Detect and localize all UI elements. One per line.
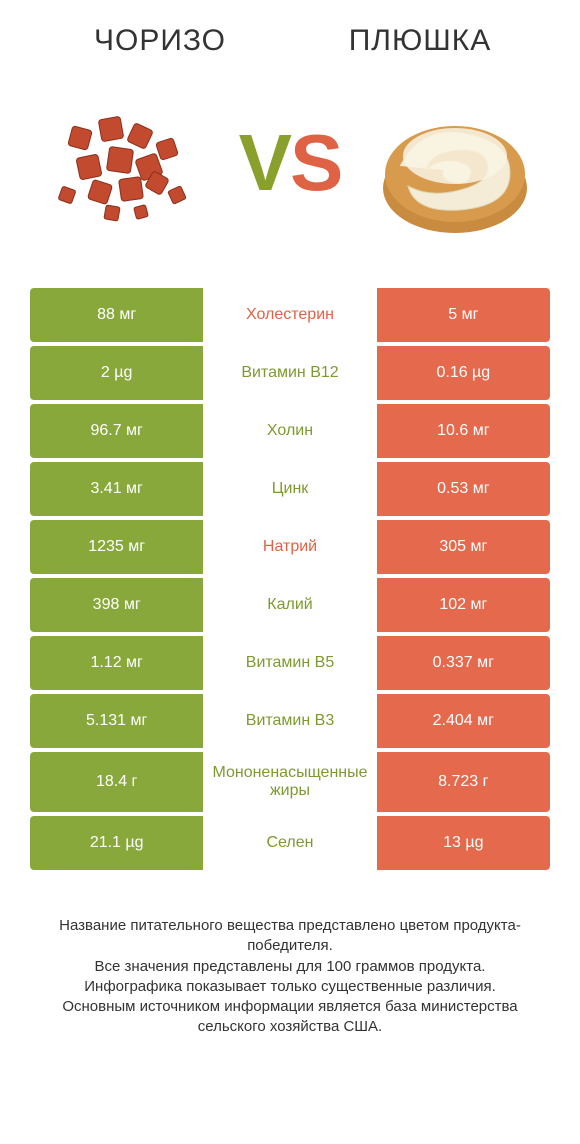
- vs-label: VS: [239, 123, 342, 203]
- table-row: 1235 мгНатрий305 мг: [30, 520, 550, 574]
- cell-label: Витамин B5: [203, 636, 376, 690]
- comparison-table: 88 мгХолестерин5 мг2 µgВитамин B120.16 µ…: [30, 288, 550, 870]
- cell-left-value: 88 мг: [30, 288, 203, 342]
- cell-left-value: 3.41 мг: [30, 462, 203, 516]
- cell-label: Селен: [203, 816, 376, 870]
- table-row: 96.7 мгХолин10.6 мг: [30, 404, 550, 458]
- food-left-image: [30, 78, 220, 248]
- cell-left-value: 398 мг: [30, 578, 203, 632]
- cell-left-value: 1.12 мг: [30, 636, 203, 690]
- cell-right-value: 0.16 µg: [377, 346, 550, 400]
- titles-row: ЧОРИЗО ПЛЮШКА: [30, 24, 550, 58]
- chorizo-icon: [30, 78, 220, 248]
- table-row: 88 мгХолестерин5 мг: [30, 288, 550, 342]
- table-row: 1.12 мгВитамин B50.337 мг: [30, 636, 550, 690]
- vs-v: V: [239, 118, 290, 207]
- table-row: 18.4 гМононенасыщенные жиры8.723 г: [30, 752, 550, 812]
- cell-left-value: 18.4 г: [30, 752, 203, 812]
- cell-label: Холестерин: [203, 288, 376, 342]
- title-right: ПЛЮШКА: [290, 24, 550, 58]
- cell-left-value: 96.7 мг: [30, 404, 203, 458]
- table-row: 2 µgВитамин B120.16 µg: [30, 346, 550, 400]
- cell-right-value: 0.337 мг: [377, 636, 550, 690]
- cell-right-value: 8.723 г: [377, 752, 550, 812]
- vs-s: S: [290, 118, 341, 207]
- cell-right-value: 102 мг: [377, 578, 550, 632]
- cell-right-value: 10.6 мг: [377, 404, 550, 458]
- cell-right-value: 0.53 мг: [377, 462, 550, 516]
- table-row: 21.1 µgСелен13 µg: [30, 816, 550, 870]
- cell-label: Цинк: [203, 462, 376, 516]
- table-row: 3.41 мгЦинк0.53 мг: [30, 462, 550, 516]
- cell-label: Холин: [203, 404, 376, 458]
- cell-label: Витамин B12: [203, 346, 376, 400]
- cell-label: Калий: [203, 578, 376, 632]
- cell-left-value: 2 µg: [30, 346, 203, 400]
- table-row: 5.131 мгВитамин B32.404 мг: [30, 694, 550, 748]
- cell-right-value: 5 мг: [377, 288, 550, 342]
- cell-label: Мононенасыщенные жиры: [203, 752, 376, 812]
- cell-left-value: 1235 мг: [30, 520, 203, 574]
- cell-right-value: 305 мг: [377, 520, 550, 574]
- hero-row: VS: [30, 78, 550, 248]
- cell-label: Витамин B3: [203, 694, 376, 748]
- cell-left-value: 5.131 мг: [30, 694, 203, 748]
- table-row: 398 мгКалий102 мг: [30, 578, 550, 632]
- footer-text: Название питательного вещества представл…: [30, 916, 550, 1038]
- cell-left-value: 21.1 µg: [30, 816, 203, 870]
- food-right-image: [360, 78, 550, 248]
- cell-label: Натрий: [203, 520, 376, 574]
- cell-right-value: 2.404 мг: [377, 694, 550, 748]
- infographic-container: ЧОРИЗО ПЛЮШКА: [0, 0, 580, 1058]
- bun-icon: [360, 78, 550, 248]
- title-left: ЧОРИЗО: [30, 24, 290, 58]
- cell-right-value: 13 µg: [377, 816, 550, 870]
